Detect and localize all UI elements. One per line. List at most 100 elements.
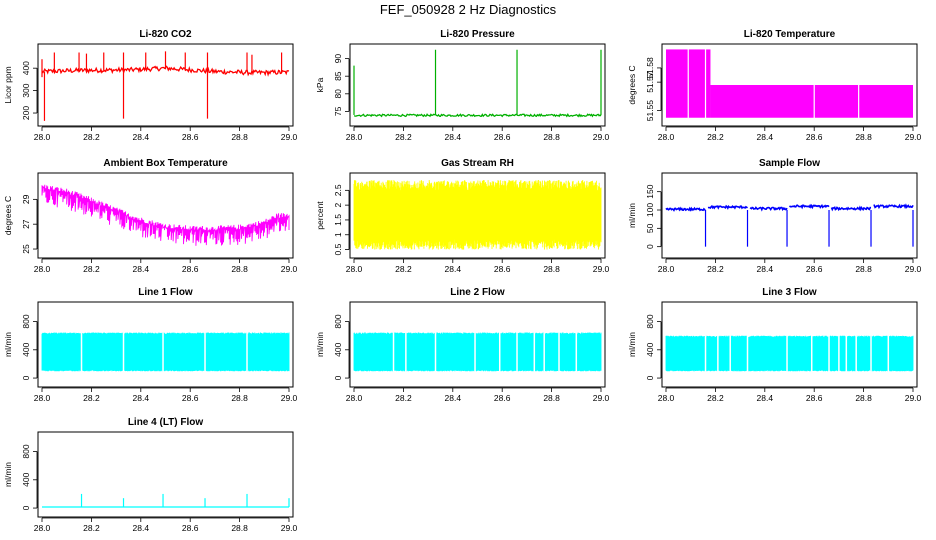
x-tick-label: 29.0: [905, 264, 922, 274]
y-tick-label: 1: [333, 232, 343, 237]
x-tick-label: 28.4: [445, 393, 462, 403]
y-tick-label: 0: [21, 375, 31, 380]
y-tick-label: 400: [21, 61, 31, 75]
x-axis: 28.0 28.2 28.4 28.6 28.8 29.0: [34, 258, 298, 274]
chart-title: Line 1 Flow: [138, 287, 193, 298]
y-axis: 0 400 800: [333, 314, 350, 380]
data-trace: [353, 332, 602, 372]
panel-line1: Line 1 Flow 28.0 28.2 28.4 28.6 28.8 29.0 0 400 8…: [3, 287, 298, 403]
y-axis-label: kPa: [315, 77, 325, 92]
y-axis-label: Licor ppm: [3, 66, 13, 103]
x-tick-label: 28.0: [658, 393, 675, 403]
data-band: [688, 49, 706, 118]
plot-frame: [37, 301, 294, 388]
y-tick-label: 100: [645, 203, 655, 217]
data-trace: [353, 179, 602, 250]
x-tick-label: 28.2: [395, 393, 412, 403]
y-axis-label: percent: [315, 201, 325, 230]
panel-licor-temp: Li-820 Temperature 28.0 28.2 28.4 28.6 28.8 29…: [627, 29, 922, 142]
panel-rh: Gas Stream RH 28.0 28.2 28.4 28.6 28.8 29.0 0.5…: [315, 158, 610, 274]
y-axis-label: degrees C: [3, 196, 13, 235]
series-pressure: [353, 49, 602, 118]
y-tick-label: 150: [645, 184, 655, 198]
data-step: [873, 203, 914, 210]
y-axis: 75 80 85 90: [333, 54, 350, 116]
y-axis: 0 400 800: [21, 314, 38, 380]
y-tick-label: 29: [21, 194, 31, 204]
y-tick-label: 0: [645, 244, 655, 249]
series-sample-flow: [665, 203, 914, 247]
x-tick-label: 29.0: [905, 132, 922, 142]
x-tick-label: 28.0: [34, 132, 51, 142]
x-tick-label: 28.8: [231, 523, 248, 533]
series-line3: [665, 333, 914, 374]
y-axis: 0 400 800: [645, 314, 662, 380]
x-tick-label: 28.6: [806, 132, 823, 142]
y-tick-label: 85: [333, 71, 343, 81]
x-tick-label: 28.0: [34, 523, 51, 533]
chart-title: Ambient Box Temperature: [103, 158, 228, 169]
y-axis-label: ml/min: [3, 462, 13, 487]
x-tick-label: 28.6: [806, 264, 823, 274]
chart-title: Li-820 Temperature: [744, 29, 836, 40]
plot-frame: [349, 43, 606, 127]
x-tick-label: 28.6: [806, 393, 823, 403]
y-tick-label: 300: [21, 83, 31, 97]
data-band: [705, 49, 711, 118]
x-tick-label: 28.2: [707, 264, 724, 274]
chart-title: Li-820 CO2: [139, 29, 192, 40]
data-step: [665, 206, 706, 212]
x-tick-label: 28.4: [133, 264, 150, 274]
y-tick-label: 2.5: [333, 184, 343, 196]
x-tick-label: 28.0: [346, 132, 363, 142]
y-tick-label: 2: [333, 203, 343, 208]
x-tick-label: 28.0: [658, 132, 675, 142]
x-tick-label: 28.6: [494, 393, 511, 403]
y-tick-label: 0: [333, 375, 343, 380]
panel-pressure: Li-820 Pressure 28.0 28.2 28.4 28.6 28.8 29.0 7…: [315, 29, 610, 142]
x-axis: 28.0 28.2 28.4 28.6 28.8 29.0: [34, 517, 298, 533]
data-step: [788, 203, 830, 210]
data-trace: [41, 184, 290, 246]
data-trace: [353, 113, 602, 118]
series-co2: [41, 51, 290, 121]
x-tick-label: 28.8: [231, 132, 248, 142]
x-tick-label: 29.0: [593, 264, 610, 274]
y-tick-label: 90: [333, 54, 343, 64]
plot-frame: [349, 301, 606, 388]
y-axis-label: ml/min: [627, 332, 637, 357]
y-tick-label: 51.55: [645, 100, 655, 122]
series-line1: [41, 330, 290, 374]
data-step: [830, 205, 872, 212]
x-tick-label: 29.0: [281, 393, 298, 403]
x-tick-label: 28.8: [543, 132, 560, 142]
x-tick-label: 28.2: [83, 132, 100, 142]
x-tick-label: 28.8: [543, 264, 560, 274]
plot-frame: [37, 431, 294, 518]
x-tick-label: 28.2: [395, 264, 412, 274]
y-axis: 25 27 29: [21, 194, 38, 254]
data-trace: [665, 335, 914, 372]
x-tick-label: 28.2: [83, 393, 100, 403]
x-tick-label: 28.2: [395, 132, 412, 142]
x-tick-label: 28.0: [34, 393, 51, 403]
x-tick-label: 28.6: [494, 132, 511, 142]
x-tick-label: 28.2: [707, 393, 724, 403]
y-axis: 200 300 400: [21, 61, 38, 120]
y-tick-label: 400: [333, 342, 343, 356]
x-tick-label: 28.8: [855, 393, 872, 403]
x-tick-label: 28.6: [494, 264, 511, 274]
y-tick-label: 800: [645, 314, 655, 328]
panel-sample-flow: Sample Flow 28.0 28.2 28.4 28.6 28.8 29.0 0 50 10…: [627, 158, 922, 274]
chart-title: Line 4 (LT) Flow: [128, 417, 204, 428]
y-tick-label: 400: [645, 342, 655, 356]
y-tick-label: 400: [21, 472, 31, 486]
x-axis: 28.0 28.2 28.4 28.6 28.8 29.0: [658, 258, 922, 274]
y-tick-label: 75: [333, 106, 343, 116]
y-axis-label: ml/min: [315, 332, 325, 357]
plot-frame: [661, 301, 918, 388]
y-tick-label: 0.5: [333, 243, 343, 255]
x-tick-label: 29.0: [905, 393, 922, 403]
